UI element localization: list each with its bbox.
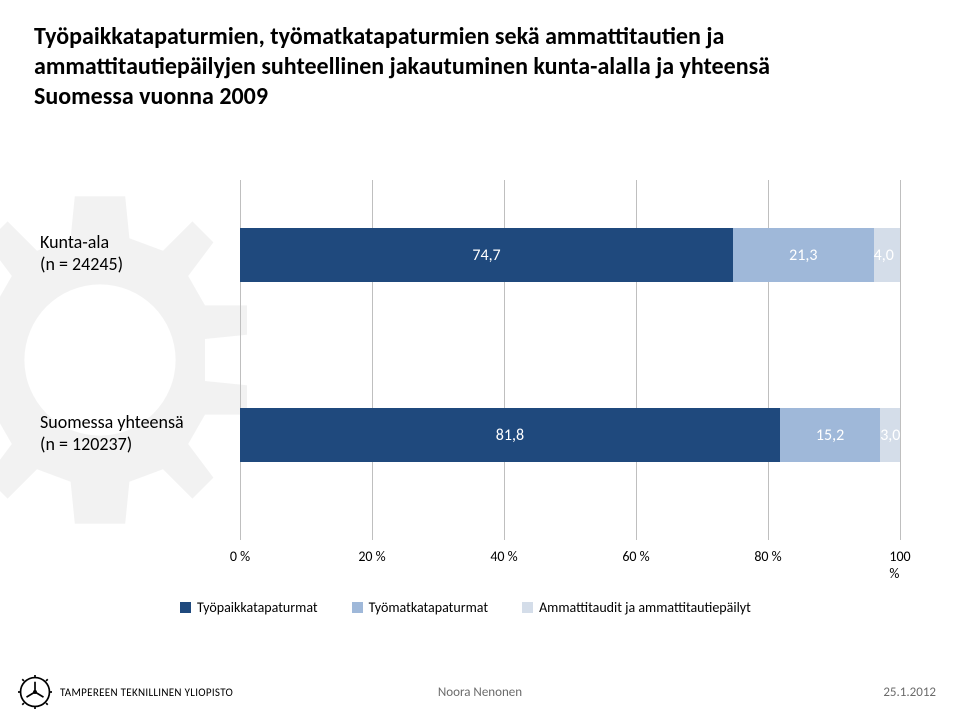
bar-0-seg-2: 4,0 (874, 228, 900, 282)
bar-0-seg-0: 74,7 (240, 228, 733, 282)
bar-row-0: 74,7 21,3 4,0 (240, 228, 900, 282)
legend-label-0: Työpaikkatapaturmat (197, 599, 318, 616)
bar-1-seg-2-label: 3,0 (880, 408, 940, 462)
bar-0-seg-2-label: 4,0 (874, 228, 934, 282)
legend-label-2: Ammattitaudit ja ammattitautiepäilyt (539, 599, 751, 616)
xtick: 40 % (490, 548, 517, 565)
bar-row-1: 81,8 15,2 3,0 (240, 408, 900, 462)
chart: 0 % 20 % 40 % 60 % 80 % 100 % 74,7 21,3 … (60, 180, 900, 600)
legend-item-1: Työmatkatapaturmat (352, 599, 488, 616)
xtick: 100 % (889, 548, 910, 582)
university-logo-icon (18, 675, 52, 709)
title-line-2: ammattitautiepäilyjen suhteellinen jakau… (34, 52, 926, 82)
title-line-1: Työpaikkatapaturmien, työmatkatapaturmie… (34, 22, 926, 52)
legend-swatch-0 (180, 602, 191, 613)
legend-swatch-2 (522, 602, 533, 613)
bar-0-seg-1-label: 21,3 (733, 228, 874, 282)
bar-1-seg-0-label: 81,8 (240, 408, 780, 462)
bar-0-seg-1: 21,3 (733, 228, 874, 282)
footer-right: 25.1.2012 (883, 685, 936, 700)
legend-label-1: Työmatkatapaturmat (369, 599, 488, 616)
xtick: 60 % (622, 548, 649, 565)
legend-swatch-1 (352, 602, 363, 613)
xtick: 20 % (358, 548, 385, 565)
xtick: 80 % (754, 548, 781, 565)
title-line-3: Suomessa vuonna 2009 (34, 82, 926, 112)
legend: Työpaikkatapaturmat Työmatkatapaturmat A… (180, 596, 900, 618)
logo-text: TAMPEREEN TEKNILLINEN YLIOPISTO (60, 686, 233, 699)
logo: TAMPEREEN TEKNILLINEN YLIOPISTO (18, 675, 233, 709)
slide: Työpaikkatapaturmien, työmatkatapaturmie… (0, 0, 960, 716)
bar-1-seg-2: 3,0 (880, 408, 900, 462)
bar-1-seg-0: 81,8 (240, 408, 780, 462)
footer-center: Noora Nenonen (438, 685, 522, 700)
legend-item-2: Ammattitaudit ja ammattitautiepäilyt (522, 599, 751, 616)
title-block: Työpaikkatapaturmien, työmatkatapaturmie… (30, 14, 930, 124)
bar-0-seg-0-label: 74,7 (240, 228, 733, 282)
xtick: 0 % (230, 548, 250, 565)
bar-1-seg-1-label: 15,2 (780, 408, 880, 462)
plot-area: 0 % 20 % 40 % 60 % 80 % 100 % 74,7 21,3 … (240, 180, 900, 540)
bar-1-seg-1: 15,2 (780, 408, 880, 462)
footer: TAMPEREEN TEKNILLINEN YLIOPISTO Noora Ne… (0, 668, 960, 716)
legend-item-0: Työpaikkatapaturmat (180, 599, 318, 616)
